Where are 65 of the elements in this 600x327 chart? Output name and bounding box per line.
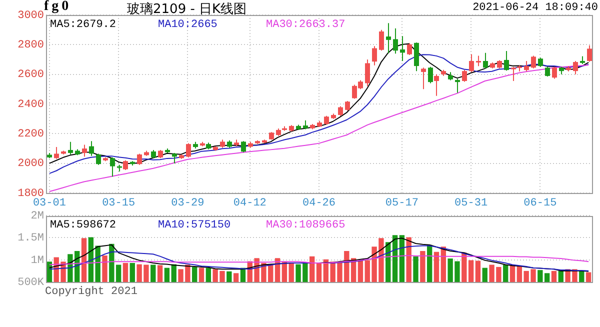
x-tick-label: 03-01	[32, 198, 66, 210]
candlestick	[386, 22, 391, 54]
candlestick	[587, 44, 592, 62]
candlestick	[338, 106, 343, 116]
candlestick	[172, 152, 177, 164]
candlestick	[434, 74, 439, 96]
x-tick-label: 06-15	[524, 198, 557, 210]
candlestick	[483, 52, 488, 69]
text: 2021-06-24 18:09:40	[472, 2, 598, 14]
x-tick-label: 04-12	[233, 198, 266, 210]
candlestick	[365, 59, 370, 87]
text: MA10:575150	[158, 220, 231, 232]
y-tick-label: 2M	[30, 210, 44, 223]
x-tick-label: 05-17	[385, 198, 418, 210]
series-label: MA5:598672	[50, 220, 116, 232]
candlestick	[372, 46, 377, 66]
candlestick	[96, 153, 101, 166]
text: MA5:2679.2	[50, 18, 116, 31]
candlestick	[476, 55, 481, 67]
y-tick-label: 3000	[18, 10, 44, 22]
y-tick-label: 500K	[18, 276, 44, 289]
y-tick-label: 2000	[18, 158, 44, 170]
candlestick	[110, 156, 115, 178]
candlestick	[345, 100, 350, 112]
x-tick-label: 03-29	[171, 198, 204, 210]
text: MA30:2663.37	[266, 18, 346, 31]
text: fg0	[44, 0, 72, 15]
candlestick	[414, 42, 419, 72]
candlestick	[545, 66, 550, 78]
candlestick	[462, 69, 467, 82]
candlestick	[137, 153, 142, 166]
candlestick	[407, 42, 412, 56]
candlestick	[538, 57, 543, 68]
candlestick	[504, 50, 509, 72]
y-tick-label: 1M	[30, 254, 44, 267]
text: Copyright 2021	[45, 286, 138, 298]
text: MA10:2665	[158, 18, 218, 31]
candlestick	[89, 140, 94, 156]
candlestick	[531, 55, 536, 69]
chart-title: 玻璃2109 - 日K线图	[127, 1, 247, 18]
candlestick	[573, 60, 578, 75]
candlestick	[469, 54, 474, 73]
y-tick-label: 2400	[18, 98, 44, 111]
x-tick-label: 03-15	[102, 198, 136, 210]
candlestick	[421, 67, 426, 90]
candlestick	[54, 146, 59, 160]
y-tick-label: 2600	[18, 69, 44, 82]
candlestick	[82, 144, 87, 158]
candlestick	[524, 60, 529, 72]
y-tick-label: 2200	[18, 128, 44, 141]
candlestick	[428, 66, 433, 84]
candlestick	[186, 142, 191, 158]
candlestick	[123, 160, 128, 171]
y-tick-label: 1.5M	[18, 232, 44, 245]
candlestick	[393, 28, 398, 54]
candlestick	[241, 140, 246, 153]
y-tick-label: 2800	[18, 40, 44, 52]
candlestick	[400, 36, 405, 62]
text: MA30:1089665	[266, 220, 346, 232]
candlestick	[379, 29, 384, 52]
candlestick	[455, 78, 460, 94]
candlestick	[68, 141, 73, 155]
x-tick-label: 05-31	[454, 198, 488, 210]
x-tick-label: 04-26	[302, 198, 336, 210]
candlestick	[552, 66, 557, 80]
